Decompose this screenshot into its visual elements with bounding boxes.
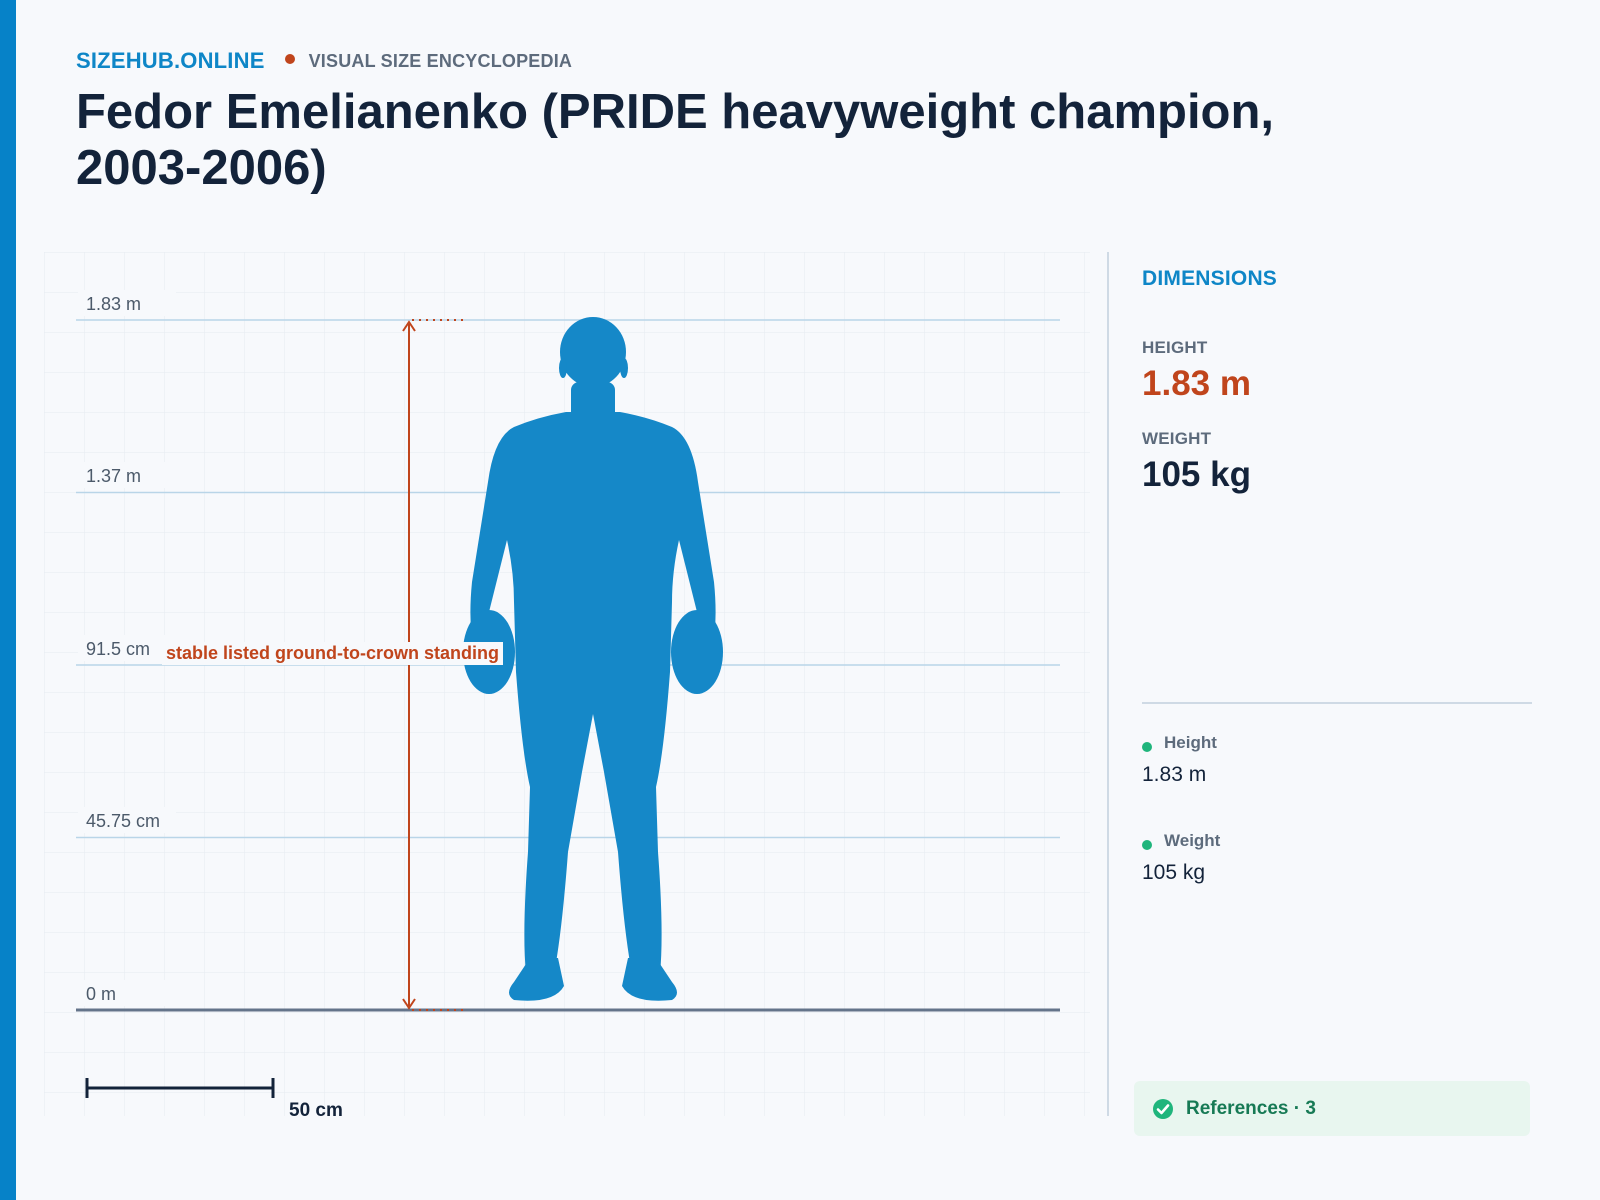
weight-label: WEIGHT [1142,429,1212,448]
height-label: HEIGHT [1142,338,1208,357]
scale-labels: 1.83 m 1.37 m 91.5 cm 45.75 cm 0 m [78,290,176,1006]
scale-bar-label: 50 cm [289,1100,343,1121]
site-header: SIZEHUB.ONLINE VISUAL SIZE ENCYCLOPEDIA [76,46,572,76]
separator-dot-icon [284,54,295,64]
panel-separator [1142,702,1532,704]
site-tagline: VISUAL SIZE ENCYCLOPEDIA [308,50,573,71]
size-comparison-figure: 1.83 m 1.37 m 91.5 cm 45.75 cm 0 m [44,252,1090,1121]
scale-label: 1.83 m [86,294,141,314]
scale-bar [85,1078,275,1098]
figure-canvas: 1.83 m 1.37 m 91.5 cm 45.75 cm 0 m [44,252,1090,1116]
site-brand[interactable]: SIZEHUB.ONLINE [76,48,265,73]
legend-value: 105 kg [1142,861,1206,884]
status-dot-icon [1142,742,1152,752]
references-label[interactable]: References · 3 [1186,1097,1316,1119]
panel-heading: DIMENSIONS [1142,267,1278,290]
check-circle-icon [1153,1098,1173,1119]
height-dimension-arrow [402,319,466,1011]
status-dot-icon [1142,840,1152,850]
person-silhouette [463,317,723,1001]
legend-value: 1.83 m [1142,763,1207,786]
references-badge[interactable]: References · 3 [1134,1081,1530,1136]
accent-bar [0,0,16,1200]
legend-name: Height [1164,733,1217,752]
scale-label: 1.37 m [86,466,141,486]
height-annotation-label: stable listed ground-to-crown standing [162,642,503,665]
weight-value: 105 kg [1142,455,1251,494]
page-title: Fedor Emelianenko (PRIDE heavyweight cha… [76,85,1275,195]
scale-label: 91.5 cm [86,639,150,659]
scale-label: 45.75 cm [86,811,160,831]
panel-divider [1107,252,1109,1116]
scale-label: 0 m [86,984,116,1004]
legend-name: Weight [1164,831,1221,850]
height-value: 1.83 m [1142,364,1251,403]
